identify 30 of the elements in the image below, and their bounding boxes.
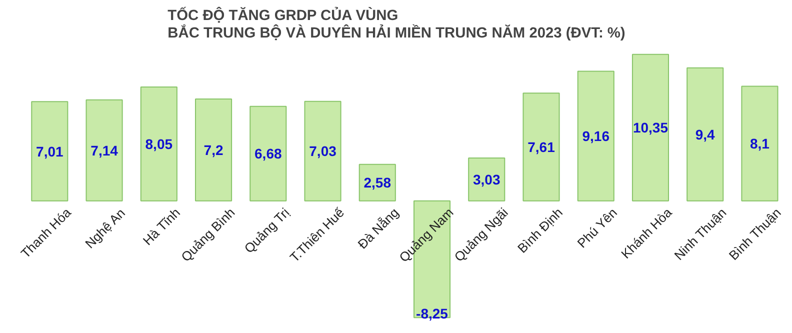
bar <box>522 92 560 202</box>
data-label: 3,03 <box>473 171 500 188</box>
bar <box>577 70 614 202</box>
data-label: 6,68 <box>254 146 282 162</box>
data-label: 8,05 <box>145 136 173 152</box>
data-label: 7,2 <box>204 142 224 158</box>
bar <box>194 98 232 202</box>
data-label: 9,16 <box>582 128 610 144</box>
data-label: 10,35 <box>632 120 668 136</box>
bar <box>86 99 123 202</box>
data-label: 7,01 <box>36 143 64 160</box>
data-label: -8,25 <box>416 306 448 322</box>
data-label: 7,03 <box>309 143 337 160</box>
bar <box>632 54 670 202</box>
bar <box>140 86 178 202</box>
bar <box>468 157 506 202</box>
data-label: 2,58 <box>364 174 392 191</box>
x-tick-label: Hà Tĩnh <box>140 205 183 248</box>
x-tick-label: Phú Yên <box>574 205 620 251</box>
bar <box>741 86 778 202</box>
data-label: 7,14 <box>90 142 118 158</box>
data-label: 7,61 <box>528 139 556 156</box>
x-tick-label: Bình Định <box>514 204 566 256</box>
bar <box>304 100 342 202</box>
data-label: 9,4 <box>695 126 716 142</box>
bar <box>686 67 724 202</box>
bar <box>250 106 287 202</box>
chart-title: TỐC ĐỘ TĂNG GRDP CỦA VÙNG BẮC TRUNG BỘ VÀ DUYÊN HẢI MIỀN TRUNG NĂM 2023 (ĐVT: %) <box>168 6 626 42</box>
bar <box>31 101 68 202</box>
data-label: 8,1 <box>750 136 770 152</box>
